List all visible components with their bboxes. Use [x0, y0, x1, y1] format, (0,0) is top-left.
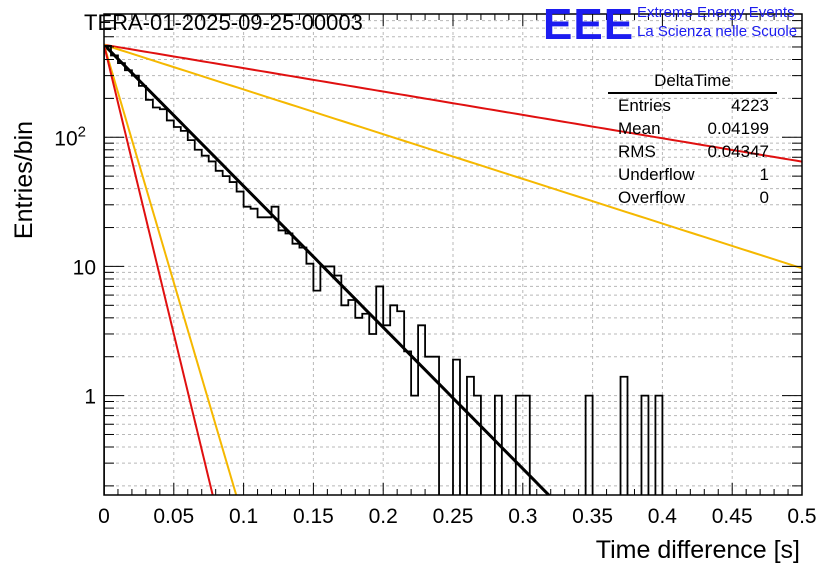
- stats-row: Entries 4223: [612, 94, 777, 117]
- stat-value: 1: [759, 165, 769, 184]
- y-tick-label: 102: [54, 123, 86, 150]
- x-tick-label: 0.05: [153, 505, 194, 528]
- curve-red_slow: [104, 43, 802, 163]
- curve-red_fast: [104, 44, 214, 495]
- histogram: [104, 44, 664, 495]
- histogram-outline: [104, 44, 664, 495]
- x-tick-label: 0.1: [229, 505, 258, 528]
- stats-row: Overflow 0: [612, 186, 777, 209]
- x-tick-label: 0.35: [572, 505, 613, 528]
- x-tick-label: 0.5: [787, 505, 816, 528]
- x-axis-label: Time difference [s]: [596, 536, 800, 564]
- x-tick-label: 0.4: [648, 505, 678, 528]
- axis-ticks: [103, 13, 803, 495]
- stat-label: Entries: [618, 96, 671, 115]
- stat-label: Mean: [618, 119, 661, 138]
- stats-row: Mean 0.04199: [612, 117, 777, 140]
- histogram-title: TERA-01-2025-09-25-00003: [84, 10, 363, 35]
- stat-label: RMS: [618, 142, 656, 161]
- curve-orange_slow: [104, 43, 802, 270]
- curve-fit: [104, 43, 551, 495]
- y-axis-label: Entries/bin: [10, 121, 38, 239]
- logo-line-1: Extreme Energy Events: [637, 4, 795, 21]
- x-tick-label: 0.25: [433, 505, 474, 528]
- stats-row: RMS 0.04347: [612, 140, 777, 163]
- x-tick-label: 0: [98, 505, 110, 528]
- x-tick-label: 0.3: [508, 505, 537, 528]
- logo-line-2: La Scienza nelle Scuole: [637, 23, 798, 40]
- fit-curves: [104, 43, 802, 495]
- stat-label: Overflow: [618, 188, 686, 207]
- x-tick-label: 0.2: [369, 505, 398, 528]
- y-tick-label: 10: [73, 256, 96, 279]
- stat-label: Underflow: [618, 165, 695, 184]
- eee-logo-text: Extreme Energy Events La Scienza nelle S…: [637, 3, 797, 41]
- tick-labels: 0 0.05 0.1 0.15 0.2 0.25 0.3 0.35 0.4 0.45 0.51101…: [54, 123, 816, 528]
- x-tick-label: 0.15: [293, 505, 334, 528]
- stats-title: DeltaTime: [608, 70, 777, 94]
- eee-logo: EEE: [543, 0, 635, 49]
- stats-row: Underflow 1: [612, 163, 777, 186]
- stat-value: 0.04199: [707, 119, 769, 138]
- curve-orange_fast: [104, 44, 238, 495]
- stats-box: DeltaTime Entries 4223 Mean 0.04199 RMS …: [608, 70, 777, 209]
- stat-value: 0: [759, 188, 769, 207]
- stat-value: 0.04347: [707, 142, 769, 161]
- stat-value: 4223: [731, 96, 769, 115]
- y-tick-label: 1: [84, 386, 96, 409]
- x-tick-label: 0.45: [712, 505, 753, 528]
